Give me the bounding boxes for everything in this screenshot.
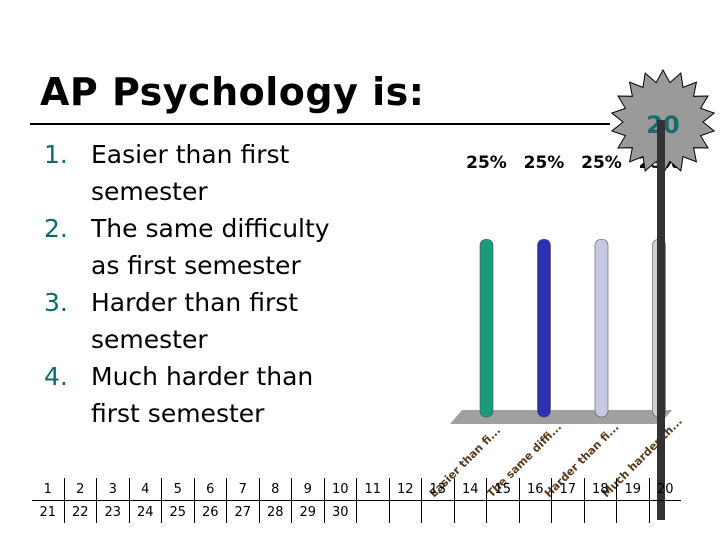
grid-cell: 16 [518, 478, 552, 501]
grid-cell: 24 [128, 500, 162, 523]
answer-number: 1. [44, 140, 68, 169]
answer-option-2: 2. The same difficulty as first semester [44, 210, 344, 284]
chart-bar [594, 238, 609, 418]
grid-cell [486, 500, 519, 523]
answer-text-line: The same difficulty [91, 214, 330, 243]
answer-option-4: 4. Much harder than first semester [44, 358, 344, 432]
grid-cell: 12 [388, 478, 422, 501]
grid-cell: 22 [63, 500, 97, 523]
grid-cell: 7 [226, 478, 259, 501]
chart-value-label: 25% [466, 153, 507, 173]
answer-option-1: 1. Easier than first semester [44, 136, 344, 210]
chart-value-label: 25% [524, 153, 565, 173]
grid-cell: 5 [161, 478, 194, 501]
grid-cell: 1 [32, 478, 64, 501]
answer-text-line: Much harder than [91, 362, 314, 391]
grid-cell: 18 [583, 478, 617, 501]
chart-bar [537, 238, 551, 418]
chart-value-label: 25% [581, 153, 622, 173]
grid-cell: 10 [323, 478, 357, 501]
answer-text-line: as first semester [91, 251, 301, 280]
answer-text-line: Easier than first [91, 140, 290, 169]
grid-cell [421, 500, 454, 523]
answer-text-line: first semester [91, 399, 265, 428]
grid-cell: 11 [356, 478, 389, 501]
grid-cell [356, 500, 389, 523]
grid-cell: 28 [258, 500, 292, 523]
grid-cell: 25 [161, 500, 194, 523]
grid-cell [583, 500, 617, 523]
grid-cell [453, 500, 487, 523]
grid-cell: 30 [323, 500, 357, 523]
grid-cell [518, 500, 552, 523]
grid-cell: 9 [291, 478, 324, 501]
slide-title: AP Psychology is: [40, 70, 425, 114]
grid-row: 1 2 3 4 5 6 7 8 9 10 11 12 13 14 15 16 17 18 19 20 [32, 478, 681, 501]
answer-text-line: semester [91, 325, 208, 354]
answer-text-line: semester [91, 177, 208, 206]
grid-cell [388, 500, 422, 523]
grid-cell: 19 [616, 478, 649, 501]
grid-cell: 3 [96, 478, 129, 501]
chart-floor [450, 410, 672, 424]
grid-cell [648, 500, 681, 523]
grid-cell [551, 500, 584, 523]
answer-text-line: Harder than first [91, 288, 299, 317]
grid-cell: 13 [421, 478, 454, 501]
answer-list: 1. Easier than first semester 2. The sam… [44, 136, 344, 432]
grid-cell: 26 [193, 500, 227, 523]
answer-number: 4. [44, 362, 68, 391]
timer-pointer [657, 120, 665, 520]
grid-cell: 14 [453, 478, 487, 501]
grid-row: 21 22 23 24 25 26 27 28 29 30 [32, 500, 681, 523]
grid-cell: 17 [551, 478, 584, 501]
grid-cell: 4 [128, 478, 162, 501]
grid-cell: 21 [39, 504, 57, 520]
grid-cell: 20 [648, 478, 681, 501]
chart-bars [479, 238, 666, 418]
title-underline [30, 123, 610, 125]
chart-bar [479, 238, 494, 418]
grid-cell: 2 [63, 478, 97, 501]
grid-cell: 29 [291, 500, 324, 523]
grid-cell: 27 [226, 500, 259, 523]
grid-cell: 15 [486, 478, 519, 501]
answer-option-3: 3. Harder than first semester [44, 284, 344, 358]
grid-cell [616, 500, 649, 523]
response-grid: 1 2 3 4 5 6 7 8 9 10 11 12 13 14 15 16 17 18 19 20 21 22 23 24 2… [32, 478, 681, 523]
grid-cell: 23 [96, 500, 129, 523]
grid-cell: 6 [193, 478, 227, 501]
answer-number: 2. [44, 214, 68, 243]
grid-cell: 8 [258, 478, 292, 501]
answer-number: 3. [44, 288, 68, 317]
